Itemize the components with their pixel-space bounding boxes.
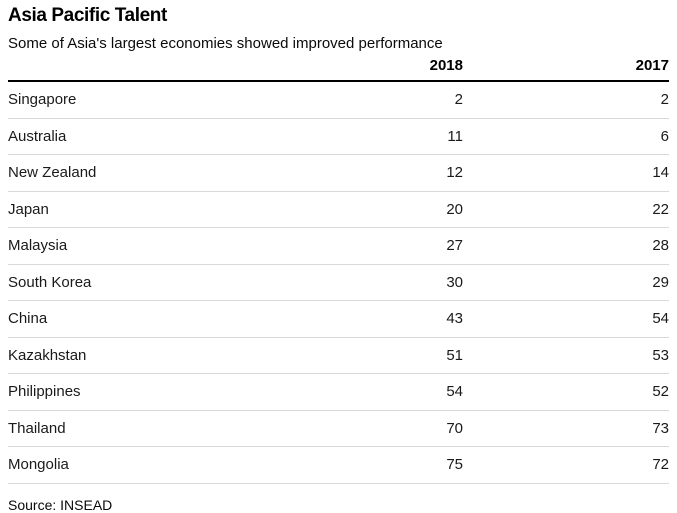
- table-row: Australia 11 6: [8, 118, 669, 155]
- country-cell: Kazakhstan: [8, 337, 257, 374]
- table-row: New Zealand 12 14: [8, 154, 669, 192]
- value-cell-2017: 28: [463, 227, 669, 265]
- value-cell-2018: 30: [257, 264, 463, 301]
- table-row: Kazakhstan 51 53: [8, 337, 669, 374]
- header-row: 2018 2017: [8, 55, 669, 82]
- table-row: Malaysia 27 28: [8, 227, 669, 265]
- table-body: Singapore 2 2 Australia 11 6 New Zealand…: [8, 81, 669, 484]
- value-cell-2017: 2: [463, 81, 669, 119]
- page-title: Asia Pacific Talent: [8, 5, 167, 26]
- value-cell-2018: 43: [257, 300, 463, 338]
- value-cell-2018: 20: [257, 191, 463, 228]
- table-row: Thailand 70 73: [8, 410, 669, 447]
- table-row: Singapore 2 2: [8, 81, 669, 119]
- table-row: Mongolia 75 72: [8, 446, 669, 484]
- country-cell: Australia: [8, 118, 257, 155]
- table-row: Japan 20 22: [8, 191, 669, 228]
- value-cell-2018: 54: [257, 373, 463, 411]
- table-row: China 43 54: [8, 300, 669, 338]
- country-cell: Japan: [8, 191, 257, 228]
- source-attribution: Source: INSEAD: [8, 496, 113, 513]
- country-cell: Malaysia: [8, 227, 257, 265]
- value-cell-2018: 27: [257, 227, 463, 265]
- country-cell: New Zealand: [8, 154, 257, 192]
- country-cell: China: [8, 300, 257, 338]
- value-cell-2017: 53: [463, 337, 669, 374]
- value-cell-2017: 14: [463, 154, 669, 192]
- value-cell-2017: 54: [463, 300, 669, 338]
- country-cell: Philippines: [8, 373, 257, 411]
- value-cell-2018: 75: [257, 446, 463, 484]
- value-cell-2018: 11: [257, 118, 463, 155]
- value-cell-2018: 70: [257, 410, 463, 447]
- column-header-2018: 2018: [257, 55, 463, 82]
- column-header-country: [8, 55, 257, 82]
- page-subtitle: Some of Asia's largest economies showed …: [8, 35, 443, 52]
- table-row: South Korea 30 29: [8, 264, 669, 301]
- value-cell-2017: 73: [463, 410, 669, 447]
- column-header-2017: 2017: [463, 55, 669, 82]
- table-header: 2018 2017: [8, 55, 669, 82]
- ranking-table: 2018 2017 Singapore 2 2 Australia 11 6 N…: [8, 55, 669, 484]
- value-cell-2017: 52: [463, 373, 669, 411]
- value-cell-2017: 22: [463, 191, 669, 228]
- country-cell: South Korea: [8, 264, 257, 301]
- table-row: Philippines 54 52: [8, 373, 669, 411]
- value-cell-2017: 29: [463, 264, 669, 301]
- country-cell: Mongolia: [8, 446, 257, 484]
- value-cell-2018: 2: [257, 81, 463, 119]
- country-cell: Thailand: [8, 410, 257, 447]
- value-cell-2017: 6: [463, 118, 669, 155]
- value-cell-2018: 12: [257, 154, 463, 192]
- value-cell-2018: 51: [257, 337, 463, 374]
- value-cell-2017: 72: [463, 446, 669, 484]
- country-cell: Singapore: [8, 81, 257, 119]
